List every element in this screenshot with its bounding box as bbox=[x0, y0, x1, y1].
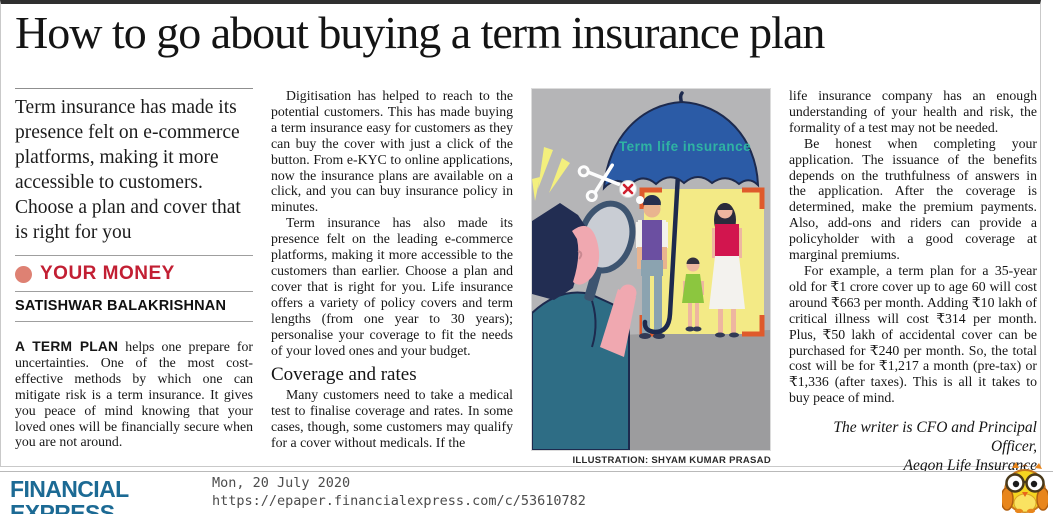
observer-figure bbox=[532, 200, 637, 450]
article-illustration: Term life insurance bbox=[531, 88, 771, 451]
author-byline: The writer is CFO and Principal Officer,… bbox=[789, 418, 1037, 475]
epaper-footer: FINANCIAL EXPRESS READ TO LEAD Mon, 20 J… bbox=[0, 462, 1053, 514]
column-middle: Digitisation has helped to reach to the … bbox=[271, 88, 513, 475]
body-paragraph: A TERM PLAN helps one prepare for uncert… bbox=[15, 339, 253, 450]
article-clipping: How to go about buying a term insurance … bbox=[0, 0, 1041, 474]
family-woman-figure bbox=[709, 203, 745, 338]
body-paragraph: life insurance company has an enough und… bbox=[789, 88, 1037, 135]
article-headline: How to go about buying a term insurance … bbox=[15, 7, 825, 58]
byline-line: The writer is CFO and Principal Officer, bbox=[833, 419, 1037, 456]
paragraph-lead: A TERM PLAN bbox=[15, 339, 119, 354]
divider bbox=[15, 321, 253, 322]
author-name: SATISHWAR BALAKRISHNAN bbox=[15, 298, 227, 314]
edition-date: Mon, 20 July 2020 bbox=[212, 475, 351, 491]
body-paragraph: Digitisation has helped to reach to the … bbox=[271, 88, 513, 215]
illustration-column: Term life insurance bbox=[531, 88, 771, 475]
body-paragraph: Many customers need to take a medical te… bbox=[271, 387, 513, 451]
column-left: Term insurance has made its presence fel… bbox=[15, 88, 253, 475]
owl-mascot-icon bbox=[1002, 462, 1048, 513]
umbrella-icon: Term life insurance bbox=[602, 91, 760, 335]
body-paragraph: Be honest when completing your applicati… bbox=[789, 135, 1037, 263]
scissors-icon bbox=[577, 163, 621, 202]
column-right: life insurance company has an enough und… bbox=[789, 88, 1037, 475]
article-subhead: Coverage and rates bbox=[271, 364, 417, 386]
section-label: YOUR MONEY bbox=[40, 263, 175, 284]
body-paragraph: For example, a term plan for a 35-year o… bbox=[789, 262, 1037, 406]
article-columns: Term insurance has made its presence fel… bbox=[15, 88, 1037, 475]
edition-meta: Mon, 20 July 2020 https://epaper.financi… bbox=[212, 474, 586, 510]
bullet-dot-icon bbox=[15, 265, 32, 283]
divider bbox=[15, 291, 253, 292]
paragraph-text: helps one prepare for uncertainties. One… bbox=[15, 339, 253, 450]
brand-name: FINANCIAL EXPRESS bbox=[10, 476, 129, 514]
family-man-figure bbox=[636, 195, 668, 339]
no-symbol-icon bbox=[619, 180, 644, 204]
section-kicker: YOUR MONEY bbox=[15, 256, 253, 291]
epaper-url[interactable]: https://epaper.financialexpress.com/c/53… bbox=[212, 493, 586, 509]
byline-line: Aegon Life Insurance bbox=[903, 457, 1037, 475]
umbrella-label: Term life insurance bbox=[619, 139, 751, 154]
illustration-credit: ILLUSTRATION: SHYAM KUMAR PRASAD bbox=[572, 455, 771, 466]
family-child-figure bbox=[682, 257, 704, 332]
divider bbox=[15, 88, 253, 89]
article-standfirst: Term insurance has made its presence fel… bbox=[15, 97, 241, 243]
financial-express-logo[interactable]: FINANCIAL EXPRESS READ TO LEAD bbox=[10, 477, 206, 514]
illustration-drawing: Term life insurance bbox=[532, 89, 770, 450]
body-paragraph: Term insurance has also made its presenc… bbox=[271, 215, 513, 358]
divider bbox=[15, 255, 253, 256]
spark-marks-icon bbox=[532, 147, 570, 201]
